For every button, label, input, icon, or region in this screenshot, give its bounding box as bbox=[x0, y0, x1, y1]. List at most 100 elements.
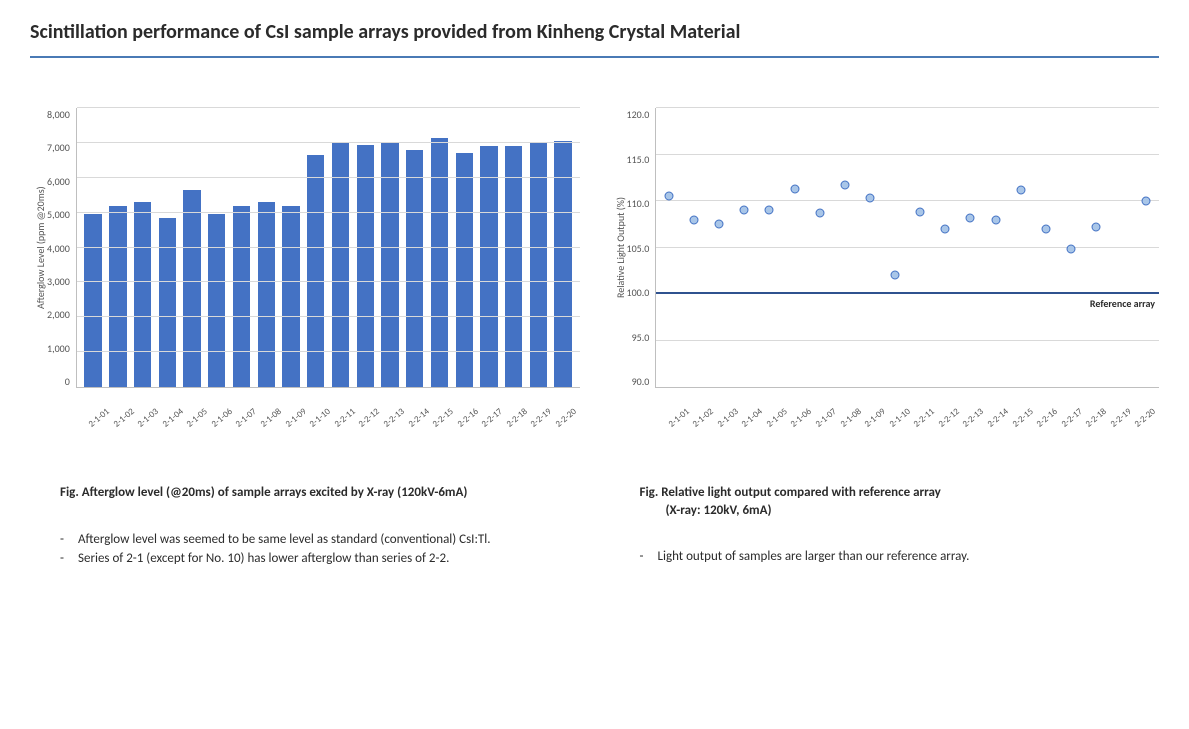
x-tick-label: 2-2-13 bbox=[381, 406, 407, 430]
x-tick-label: 2-2-18 bbox=[504, 406, 530, 430]
grid-line bbox=[77, 177, 580, 178]
x-tick-label: 2-1-06 bbox=[788, 406, 814, 430]
page-title: Scintillation performance of CsI sample … bbox=[30, 20, 1159, 44]
y-tick-label: 2,000 bbox=[47, 308, 70, 321]
bar-chart-notes: -Afterglow level was seemed to be same l… bbox=[30, 532, 580, 566]
y-tick-label: 4,000 bbox=[47, 242, 70, 255]
bar-chart-caption: Fig. Afterglow level (@20ms) of sample a… bbox=[30, 484, 580, 502]
x-tick-label: 2-2-20 bbox=[553, 406, 579, 430]
x-tick-label: 2-1-03 bbox=[714, 406, 740, 430]
bar-slot bbox=[229, 108, 254, 387]
bar-chart-plot bbox=[76, 108, 580, 388]
x-tick-label: 2-1-09 bbox=[282, 406, 308, 430]
bar bbox=[282, 206, 299, 387]
bar bbox=[84, 214, 101, 387]
scatter-point bbox=[1067, 245, 1076, 254]
bar-slot bbox=[402, 108, 427, 387]
scatter-point bbox=[765, 206, 774, 215]
x-tick-label: 2-1-02 bbox=[690, 406, 716, 430]
scatter-chart-ylabel: Relative Light Output (%) bbox=[610, 108, 627, 388]
scatter-chart-xticks: 2-1-012-1-022-1-032-1-042-1-052-1-062-1-… bbox=[660, 394, 1160, 405]
x-tick-label: 2-1-05 bbox=[764, 406, 790, 430]
bar bbox=[554, 141, 571, 387]
bar-chart-yticks: 8,0007,0006,0005,0004,0003,0002,0001,000… bbox=[47, 108, 76, 388]
bar-slot bbox=[254, 108, 279, 387]
x-tick-label: 2-2-16 bbox=[454, 406, 480, 430]
bar-slot bbox=[180, 108, 205, 387]
bar bbox=[431, 138, 448, 387]
bar-slot bbox=[279, 108, 304, 387]
bar-slot bbox=[204, 108, 229, 387]
grid-line bbox=[77, 281, 580, 282]
grid-line bbox=[77, 247, 580, 248]
y-tick-label: 3,000 bbox=[47, 275, 70, 288]
x-tick-label: 2-1-01 bbox=[86, 406, 112, 430]
note-text: Light output of samples are larger than … bbox=[658, 549, 970, 564]
x-tick-label: 2-1-02 bbox=[110, 406, 136, 430]
x-tick-label: 2-2-17 bbox=[1059, 406, 1085, 430]
x-tick-label: 2-1-01 bbox=[665, 406, 691, 430]
bar-slot bbox=[452, 108, 477, 387]
x-tick-label: 2-2-11 bbox=[332, 406, 358, 430]
y-tick-label: 115.0 bbox=[627, 153, 650, 166]
note-item: -Series of 2-1 (except for No. 10) has l… bbox=[60, 551, 580, 566]
scatter-caption-line1: Fig. Relative light output compared with… bbox=[640, 485, 941, 500]
x-tick-label: 2-2-13 bbox=[960, 406, 986, 430]
x-tick-label: 2-2-15 bbox=[1009, 406, 1035, 430]
scatter-point bbox=[740, 206, 749, 215]
bar-chart-area: Afterglow Level (ppm @20ms) 8,0007,0006,… bbox=[30, 108, 580, 388]
bar-slot bbox=[106, 108, 131, 387]
bar-slot bbox=[130, 108, 155, 387]
bar-slot bbox=[155, 108, 180, 387]
x-tick-label: 2-1-04 bbox=[159, 406, 185, 430]
bar-chart-xticks: 2-1-012-1-022-1-032-1-042-1-052-1-062-1-… bbox=[80, 394, 580, 405]
x-tick-label: 2-2-14 bbox=[985, 406, 1011, 430]
note-text: Series of 2-1 (except for No. 10) has lo… bbox=[78, 551, 449, 566]
scatter-point bbox=[840, 181, 849, 190]
x-tick-label: 2-2-19 bbox=[528, 406, 554, 430]
scatter-chart-panel: Relative Light Output (%) 120.0115.0110.… bbox=[610, 108, 1160, 570]
bar bbox=[208, 214, 225, 387]
bar-slot bbox=[328, 108, 353, 387]
grid-line bbox=[656, 340, 1159, 341]
scatter-point bbox=[966, 213, 975, 222]
grid-line bbox=[77, 107, 580, 108]
scatter-chart-caption: Fig. Relative light output compared with… bbox=[610, 484, 1160, 519]
bar-slot bbox=[378, 108, 403, 387]
scatter-point bbox=[1092, 223, 1101, 232]
grid-line bbox=[77, 142, 580, 143]
reference-line-label: Reference array bbox=[1090, 297, 1155, 310]
note-item: -Afterglow level was seemed to be same l… bbox=[60, 532, 580, 547]
scatter-point bbox=[715, 220, 724, 229]
y-tick-label: 105.0 bbox=[627, 242, 650, 255]
scatter-point bbox=[916, 208, 925, 217]
reference-line bbox=[656, 292, 1159, 294]
x-tick-label: 2-1-05 bbox=[184, 406, 210, 430]
y-tick-label: 110.0 bbox=[627, 197, 650, 210]
x-tick-label: 2-2-16 bbox=[1034, 406, 1060, 430]
title-rule bbox=[30, 56, 1159, 58]
bar bbox=[307, 155, 324, 387]
scatter-point bbox=[664, 192, 673, 201]
bar bbox=[258, 202, 275, 387]
bar bbox=[183, 190, 200, 387]
x-tick-label: 2-2-15 bbox=[430, 406, 456, 430]
grid-line bbox=[656, 154, 1159, 155]
x-tick-label: 2-2-14 bbox=[405, 406, 431, 430]
x-tick-label: 2-1-03 bbox=[135, 406, 161, 430]
x-tick-label: 2-1-10 bbox=[886, 406, 912, 430]
x-tick-label: 2-1-04 bbox=[739, 406, 765, 430]
y-tick-label: 100.0 bbox=[627, 286, 650, 299]
dash-icon: - bbox=[640, 549, 658, 564]
bar-chart-panel: Afterglow Level (ppm @20ms) 8,0007,0006,… bbox=[30, 108, 580, 570]
bar bbox=[109, 206, 126, 387]
x-tick-label: 2-1-06 bbox=[209, 406, 235, 430]
scatter-point bbox=[1142, 197, 1151, 206]
dash-icon: - bbox=[60, 551, 78, 566]
scatter-point bbox=[891, 271, 900, 280]
y-tick-label: 8,000 bbox=[47, 108, 70, 121]
scatter-chart-plot: Reference array bbox=[655, 108, 1159, 388]
x-tick-label: 2-2-11 bbox=[911, 406, 937, 430]
scatter-chart-area: Relative Light Output (%) 120.0115.0110.… bbox=[610, 108, 1160, 388]
y-tick-label: 90.0 bbox=[632, 375, 650, 388]
